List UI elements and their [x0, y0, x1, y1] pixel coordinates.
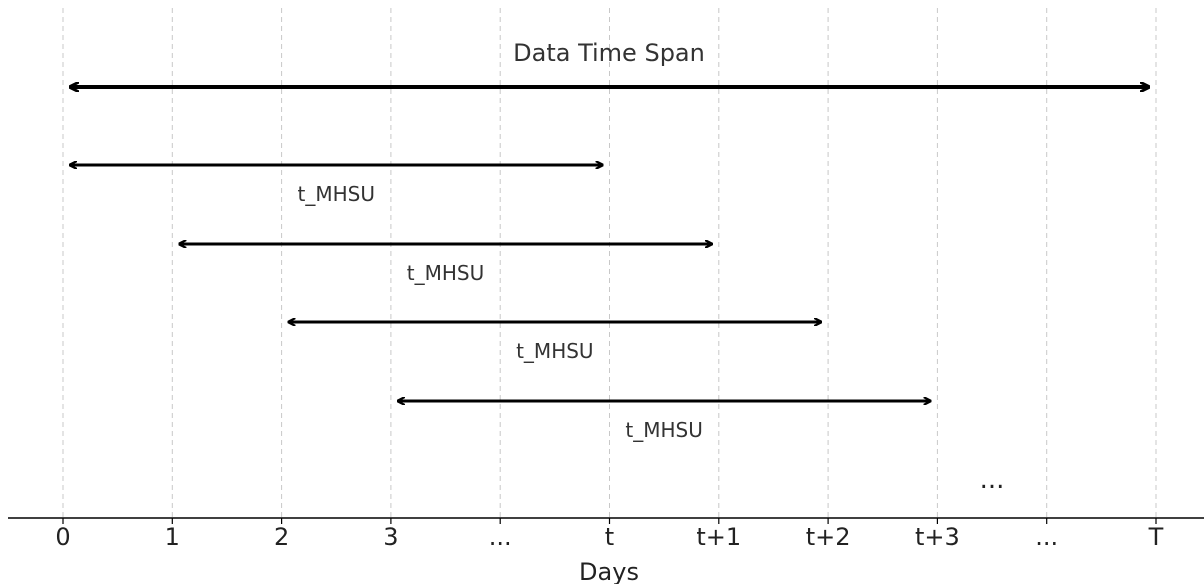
tick-label: 0 [55, 523, 70, 551]
window-label: t_MHSU [625, 418, 702, 442]
window-label: t_MHSU [516, 339, 593, 363]
window-label: t_MHSU [298, 182, 375, 206]
tick-label: 1 [165, 523, 180, 551]
tick-label: ... [489, 523, 512, 551]
tick-label: T [1148, 523, 1164, 551]
tick-label: t+3 [915, 523, 960, 551]
window-label: t_MHSU [407, 261, 484, 285]
vertical-gridlines [62, 8, 1157, 518]
tick-label: 2 [274, 523, 289, 551]
x-axis-label: Days [579, 558, 639, 584]
tick-label: 3 [383, 523, 398, 551]
window-arrows: t_MHSU t_MHSU t_MHSU t_MHSU [70, 165, 930, 442]
tick-label: ... [1035, 523, 1058, 551]
tick-label: t+1 [696, 523, 741, 551]
continuation-ellipsis: ... [980, 465, 1005, 495]
data-time-span-label: Data Time Span [513, 39, 705, 67]
x-axis-ticks: 0 1 2 3... t t+1 t+2 t+3... T [55, 518, 1164, 551]
tick-label: t [605, 523, 614, 551]
tick-label: t+2 [806, 523, 851, 551]
